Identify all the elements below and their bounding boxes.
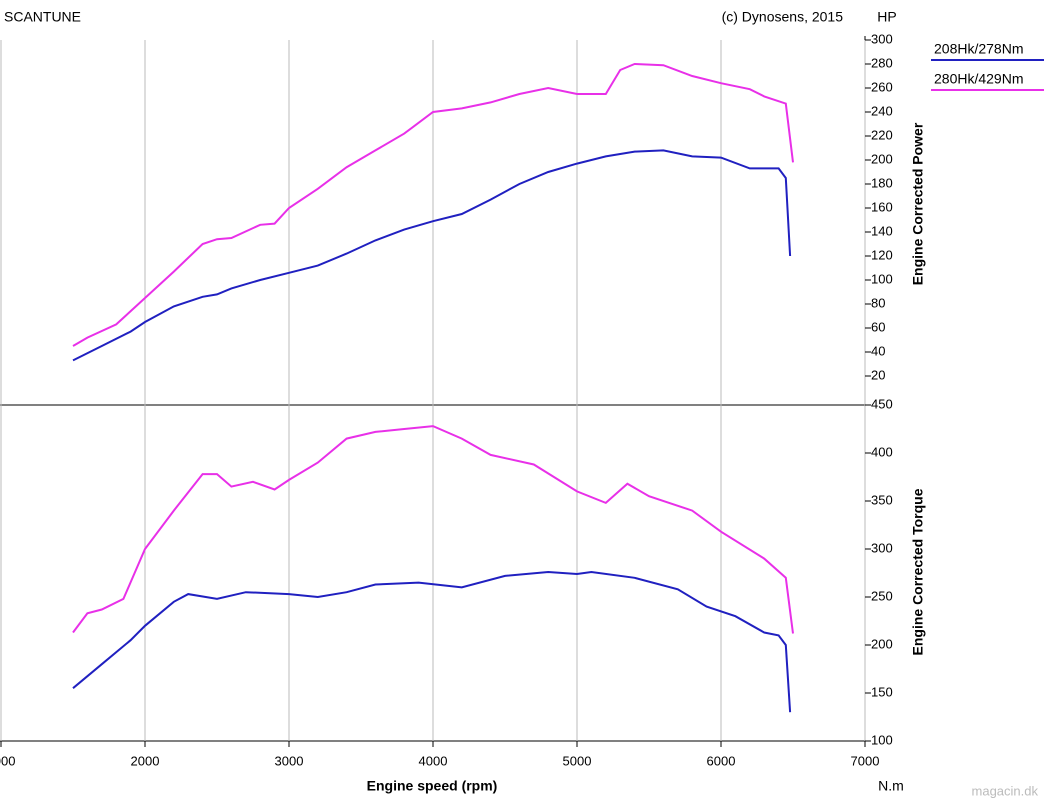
y-tick-label: 200 — [871, 636, 893, 651]
x-tick-label: 7000 — [851, 753, 880, 768]
line-series — [72, 570, 792, 713]
y-tick-label: 150 — [871, 684, 893, 699]
copyright: (c) Dynosens, 2015 — [722, 9, 844, 25]
line-series — [72, 425, 794, 634]
y-tick-label: 220 — [871, 127, 893, 142]
y-tick-label: 280 — [871, 55, 893, 70]
y-unit: HP — [877, 9, 896, 25]
line-series — [72, 149, 792, 362]
y-tick-label: 250 — [871, 588, 893, 603]
y-tick-label: 140 — [871, 223, 893, 238]
y-tick-label: 60 — [871, 319, 885, 334]
x-tick-label: 6000 — [707, 753, 736, 768]
y-tick-label: 400 — [871, 444, 893, 459]
y-tick-label: 80 — [871, 295, 885, 310]
y-unit: N.m — [878, 778, 904, 794]
y-tick-label: 300 — [871, 540, 893, 555]
y-tick-label: 450 — [871, 396, 893, 411]
y-tick-label: 300 — [871, 31, 893, 46]
x-tick-label: 3000 — [275, 753, 304, 768]
line-series — [72, 62, 794, 347]
y-tick-label: 40 — [871, 343, 885, 358]
y-axis-label: Engine Corrected Torque — [910, 488, 926, 655]
y-tick-label: 240 — [871, 103, 893, 118]
x-tick-label: 4000 — [419, 753, 448, 768]
y-tick-label: 260 — [871, 79, 893, 94]
y-tick-label: 180 — [871, 175, 893, 190]
y-tick-label: 120 — [871, 247, 893, 262]
x-tick-label: 2000 — [131, 753, 160, 768]
legend-label: 208Hk/278Nm — [934, 41, 1024, 57]
y-tick-label: 200 — [871, 151, 893, 166]
title: SCANTUNE — [4, 9, 81, 25]
y-tick-label: 350 — [871, 492, 893, 507]
y-tick-label: 20 — [871, 367, 885, 382]
x-tick-label: 1000 — [0, 753, 15, 768]
y-tick-label: 160 — [871, 199, 893, 214]
y-tick-label: 100 — [871, 271, 893, 286]
watermark: magacin.dk — [972, 783, 1039, 798]
x-axis-label: Engine speed (rpm) — [367, 778, 498, 794]
x-tick-label: 5000 — [563, 753, 592, 768]
y-axis-label: Engine Corrected Power — [910, 122, 926, 285]
legend-label: 280Hk/429Nm — [934, 71, 1024, 87]
y-tick-label: 100 — [871, 732, 893, 747]
